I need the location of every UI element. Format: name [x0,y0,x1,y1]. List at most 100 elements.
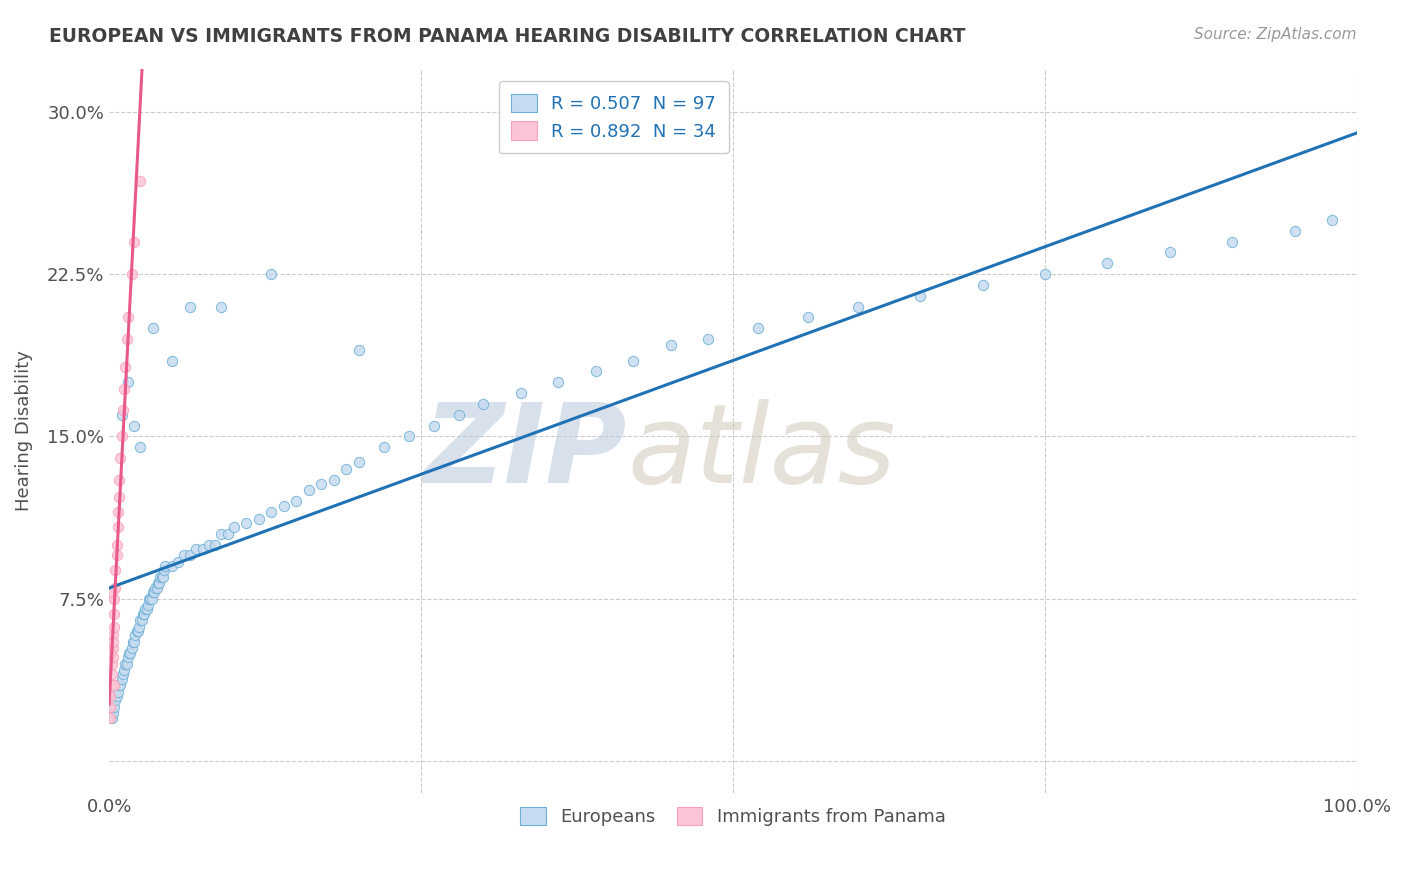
Point [260,267,283,281]
Point [148,576,170,591]
Point [132,607,155,621]
Point [141,591,163,606]
Point [142,321,165,335]
Point [110,429,132,443]
Point [1320,213,1343,227]
Point [101,641,124,656]
Point [112,382,135,396]
Point [100,689,122,703]
Point [247,511,270,525]
Point [846,300,869,314]
Point [510,386,533,401]
Point [107,684,129,698]
Point [309,477,332,491]
Point [322,473,344,487]
Point [273,499,295,513]
Point [115,332,138,346]
Point [373,440,395,454]
Point [103,591,125,606]
Point [117,650,139,665]
Point [131,613,153,627]
Point [100,699,122,714]
Point [797,310,820,325]
Point [110,408,132,422]
Point [105,689,128,703]
Point [124,628,146,642]
Point [101,706,124,721]
Point [122,418,145,433]
Point [142,585,165,599]
Point [134,602,156,616]
Point [110,678,132,692]
Point [204,537,226,551]
Point [107,520,129,534]
Point [103,620,125,634]
Point [101,628,124,642]
Point [100,711,122,725]
Point [747,321,769,335]
Text: ZIP: ZIP [423,400,627,506]
Point [1033,267,1056,281]
Point [118,646,141,660]
Point [972,277,994,292]
Point [173,549,195,563]
Point [209,526,232,541]
Point [117,376,139,390]
Point [121,641,143,656]
Point [105,549,128,563]
Legend: Europeans, Immigrants from Panama: Europeans, Immigrants from Panama [512,797,955,835]
Point [129,174,152,188]
Point [105,537,128,551]
Point [335,462,357,476]
Point [135,602,157,616]
Point [222,520,245,534]
Point [152,570,174,584]
Point [209,300,232,314]
Point [129,613,152,627]
Point [146,576,169,591]
Point [121,267,143,281]
Point [103,678,125,692]
Point [100,646,122,660]
Point [100,585,122,599]
Point [103,699,125,714]
Point [621,353,644,368]
Point [117,310,139,325]
Point [127,624,149,638]
Point [547,376,569,390]
Point [132,607,155,621]
Point [1097,256,1119,270]
Point [150,570,173,584]
Point [235,516,257,530]
Point [398,429,420,443]
Point [472,397,495,411]
Point [110,672,132,686]
Point [298,483,321,498]
Text: Source: ZipAtlas.com: Source: ZipAtlas.com [1194,27,1357,42]
Point [110,450,132,465]
Point [100,678,122,692]
Point [103,607,125,621]
Point [100,711,122,725]
Text: EUROPEAN VS IMMIGRANTS FROM PANAMA HEARING DISABILITY CORRELATION CHART: EUROPEAN VS IMMIGRANTS FROM PANAMA HEARI… [49,27,966,45]
Point [111,667,134,681]
Point [1284,224,1306,238]
Point [104,693,127,707]
Point [114,360,136,375]
Point [100,657,122,671]
Point [139,591,162,606]
Point [179,300,201,314]
Point [186,541,208,556]
Point [107,505,129,519]
Text: atlas: atlas [627,400,896,506]
Point [121,635,143,649]
Point [108,490,131,504]
Point [153,564,176,578]
Point [179,549,201,563]
Point [1159,245,1181,260]
Point [114,657,136,671]
Point [115,657,138,671]
Point [120,646,142,660]
Point [136,598,159,612]
Point [108,473,131,487]
